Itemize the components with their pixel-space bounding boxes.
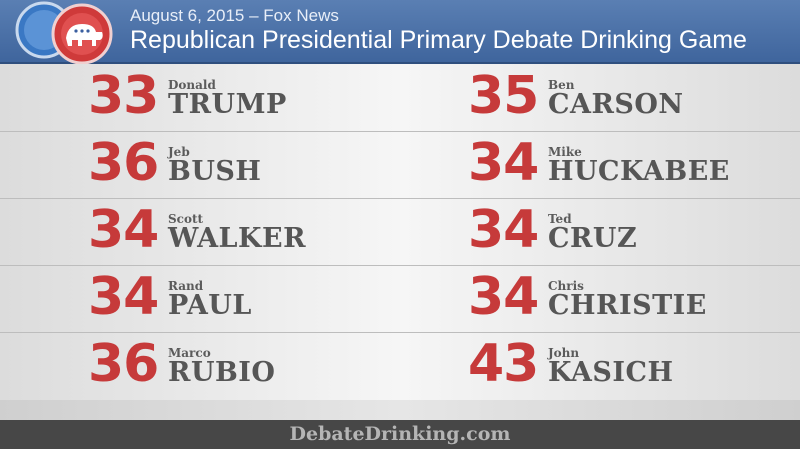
candidate-grid: 33 Donald TRUMP 35 Ben CARSON 36 Jeb BUS… [0, 64, 800, 400]
candidate-last-name: HUCKABEE [548, 156, 730, 187]
republican-elephant-bottle-caps-icon [15, 1, 113, 65]
table-row: 36 Marco RUBIO 43 John KASICH [0, 332, 800, 399]
candidate-first-name: Marco [168, 346, 211, 360]
table-row: 34 Scott WALKER 34 Ted CRUZ [0, 198, 800, 266]
drink-count: 34 [468, 133, 539, 193]
drink-count: 33 [88, 66, 159, 126]
table-row: 34 Rand PAUL 34 Chris CHRISTIE [0, 265, 800, 333]
candidate-last-name: CHRISTIE [548, 290, 707, 321]
drink-count: 34 [468, 200, 539, 260]
candidate-first-name: Jeb [168, 145, 190, 159]
candidate-last-name: PAUL [168, 290, 252, 321]
candidate-first-name: Chris [548, 279, 584, 293]
candidate-first-name: Ted [548, 212, 572, 226]
candidate-last-name: CARSON [548, 89, 684, 120]
drink-count: 34 [88, 267, 159, 327]
candidate-last-name: WALKER [168, 223, 307, 254]
candidate-first-name: Rand [168, 279, 204, 293]
candidate-first-name: Donald [168, 78, 216, 92]
page-title: Republican Presidential Primary Debate D… [130, 26, 747, 54]
debate-date-subtitle: August 6, 2015 – Fox News [130, 6, 339, 25]
candidate-first-name: Ben [548, 78, 575, 92]
candidate-first-name: Mike [548, 145, 582, 159]
footer-site-link[interactable]: DebateDrinking.com [289, 423, 511, 445]
candidate-last-name: CRUZ [548, 223, 638, 254]
drink-count: 34 [88, 200, 159, 260]
header-banner: August 6, 2015 – Fox News Republican Pre… [0, 0, 800, 65]
candidate-last-name: BUSH [168, 156, 262, 187]
drink-count: 35 [468, 66, 539, 126]
table-row: 36 Jeb BUSH 34 Mike HUCKABEE [0, 131, 800, 199]
drink-count: 36 [88, 334, 159, 394]
candidate-first-name: Scott [168, 212, 204, 226]
footer-divider [0, 400, 800, 420]
table-row: 33 Donald TRUMP 35 Ben CARSON [0, 64, 800, 132]
footer-bar [0, 420, 800, 449]
candidate-last-name: TRUMP [168, 89, 287, 120]
candidate-first-name: John [548, 346, 580, 360]
drink-count: 36 [88, 133, 159, 193]
drink-count: 34 [468, 267, 539, 327]
candidate-last-name: RUBIO [168, 357, 276, 388]
drink-count: 43 [468, 334, 539, 394]
candidate-last-name: KASICH [548, 357, 674, 388]
